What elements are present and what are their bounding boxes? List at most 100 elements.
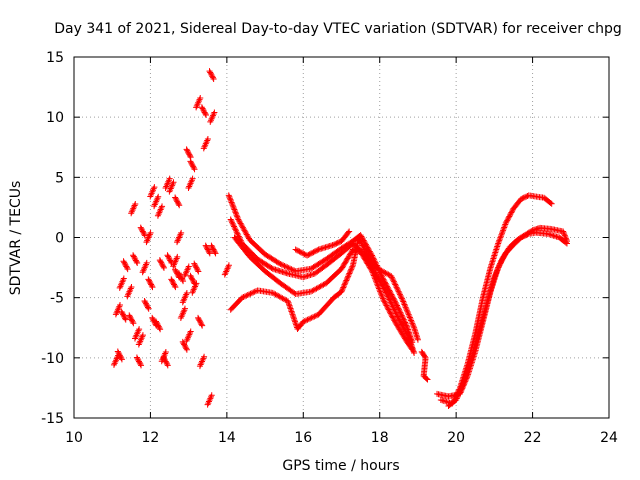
- data-point: [286, 302, 293, 309]
- data-point: [187, 152, 194, 159]
- data-point: [388, 300, 395, 307]
- data-point: [206, 250, 213, 257]
- data-point: [520, 233, 527, 240]
- data-point: [207, 69, 214, 76]
- data-point: [406, 314, 413, 321]
- data-point: [385, 286, 392, 293]
- data-point: [459, 383, 466, 390]
- data-point: [301, 318, 308, 325]
- data-point: [386, 288, 393, 295]
- data-point: [193, 264, 200, 271]
- data-point: [188, 159, 195, 166]
- data-point: [345, 273, 352, 280]
- y-tick-label: -5: [50, 291, 64, 307]
- data-point: [392, 281, 399, 288]
- data-point: [403, 305, 410, 312]
- data-point: [388, 273, 395, 280]
- data-point: [188, 274, 195, 281]
- data-point: [229, 220, 236, 227]
- data-point: [345, 229, 352, 236]
- data-point: [244, 292, 251, 299]
- data-point: [174, 198, 181, 205]
- data-point: [289, 311, 296, 318]
- data-point: [400, 299, 407, 306]
- data-point: [276, 260, 283, 267]
- data-point: [155, 322, 162, 329]
- data-point: [162, 348, 169, 355]
- data-point: [155, 193, 162, 200]
- data-point: [346, 270, 353, 277]
- data-point: [141, 231, 148, 238]
- data-point: [175, 273, 182, 280]
- data-point: [497, 259, 504, 266]
- data-point: [120, 312, 127, 319]
- data-point: [397, 318, 404, 325]
- data-point: [159, 203, 166, 210]
- data-point: [285, 298, 291, 305]
- data-point: [161, 355, 168, 362]
- data-point: [164, 252, 171, 259]
- data-point: [521, 194, 528, 201]
- data-point: [167, 257, 174, 264]
- data-point: [347, 267, 354, 274]
- data-point: [290, 314, 297, 321]
- data-point: [211, 249, 218, 256]
- data-point: [504, 216, 511, 223]
- data-point: [162, 357, 169, 364]
- data-point: [383, 282, 390, 289]
- data-point: [174, 199, 181, 206]
- data-point: [357, 238, 364, 245]
- data-point: [383, 302, 390, 309]
- data-point: [202, 242, 209, 249]
- data-point: [389, 292, 396, 299]
- data-point: [500, 255, 507, 262]
- data-point: [464, 374, 471, 381]
- data-point: [386, 296, 393, 303]
- data-point: [149, 314, 156, 321]
- data-point: [186, 151, 193, 158]
- data-point: [401, 301, 408, 308]
- data-point: [560, 229, 567, 236]
- data-point: [170, 179, 177, 186]
- data-point: [228, 217, 235, 224]
- data-point: [137, 361, 144, 368]
- data-point: [190, 164, 197, 171]
- data-point: [460, 382, 467, 389]
- y-axis-title: SDTVAR / TECUs: [8, 181, 24, 296]
- data-point: [500, 254, 507, 261]
- data-point: [370, 272, 377, 279]
- data-point: [373, 279, 380, 286]
- data-point: [184, 147, 191, 154]
- data-point: [170, 280, 177, 287]
- data-point: [149, 284, 156, 291]
- data-point: [197, 318, 204, 325]
- data-point: [282, 263, 289, 270]
- data-point: [128, 283, 135, 290]
- data-point: [174, 270, 181, 277]
- data-point: [285, 299, 292, 306]
- data-point: [409, 346, 416, 353]
- data-point: [130, 253, 137, 260]
- data-point: [387, 299, 394, 306]
- data-point: [314, 247, 321, 254]
- data-point: [379, 295, 386, 302]
- data-point: [497, 234, 504, 241]
- data-point: [193, 280, 200, 287]
- data-point: [209, 73, 216, 80]
- data-point: [300, 318, 307, 325]
- data-point: [499, 230, 505, 237]
- data-point: [501, 252, 508, 259]
- data-point: [141, 232, 148, 239]
- data-point: [342, 278, 349, 285]
- data-point: [381, 277, 388, 284]
- data-point: [204, 135, 211, 142]
- data-point: [292, 246, 299, 253]
- data-point: [212, 250, 219, 257]
- data-point: [144, 304, 151, 311]
- data-point: [497, 260, 504, 267]
- data-point: [209, 74, 216, 81]
- data-point: [311, 313, 318, 320]
- data-point: [280, 262, 287, 269]
- data-point: [184, 148, 191, 155]
